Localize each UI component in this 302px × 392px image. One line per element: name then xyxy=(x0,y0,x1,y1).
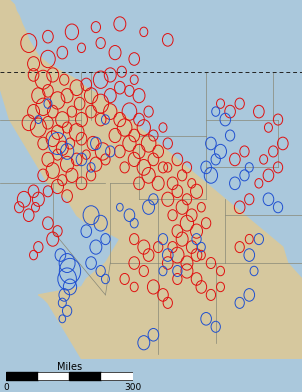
Bar xyxy=(6,372,133,380)
Bar xyxy=(6,372,38,380)
Bar xyxy=(69,372,101,380)
Bar xyxy=(38,372,69,380)
Text: Miles: Miles xyxy=(57,362,82,372)
Text: 300: 300 xyxy=(124,383,142,392)
Text: 0: 0 xyxy=(3,383,9,392)
Polygon shape xyxy=(0,0,302,359)
Bar xyxy=(101,372,133,380)
